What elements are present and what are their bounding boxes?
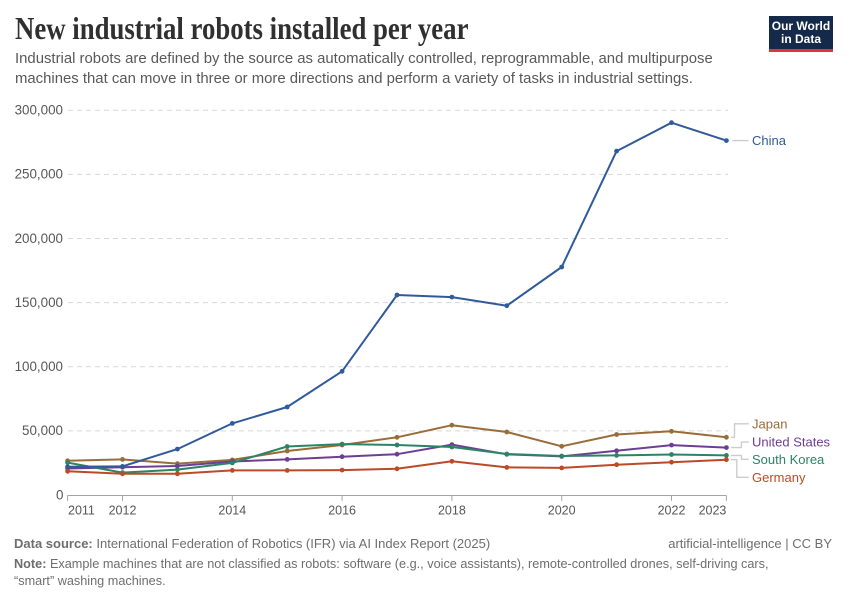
svg-text:2016: 2016: [328, 504, 356, 518]
svg-text:China: China: [752, 133, 787, 148]
svg-text:2023: 2023: [699, 504, 727, 518]
svg-text:300,000: 300,000: [15, 103, 63, 118]
svg-text:Japan: Japan: [752, 416, 787, 431]
svg-text:2022: 2022: [658, 504, 686, 518]
svg-text:South Korea: South Korea: [752, 452, 825, 467]
svg-text:150,000: 150,000: [15, 295, 63, 310]
svg-text:0: 0: [56, 487, 63, 502]
svg-text:United States: United States: [752, 435, 831, 450]
svg-text:2014: 2014: [218, 504, 246, 518]
svg-text:Germany: Germany: [752, 470, 806, 485]
svg-text:100,000: 100,000: [15, 359, 63, 374]
svg-text:2011: 2011: [68, 504, 95, 518]
svg-text:2012: 2012: [109, 504, 137, 518]
svg-text:2018: 2018: [438, 504, 466, 518]
svg-text:200,000: 200,000: [15, 231, 63, 246]
svg-text:2020: 2020: [548, 504, 576, 518]
svg-text:50,000: 50,000: [22, 423, 63, 438]
svg-text:250,000: 250,000: [15, 167, 63, 182]
